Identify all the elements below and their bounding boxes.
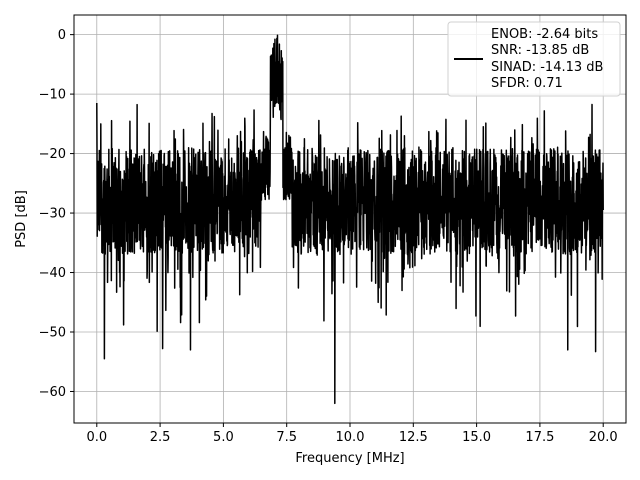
x-tick-label: 12.5 [399,430,428,445]
x-tick-label: 2.5 [150,430,171,445]
y-tick-label: −50 [39,326,66,341]
x-axis-ticks: 0.0 2.5 5.0 7.5 10.0 12.5 15.0 17.5 20.0 [86,423,618,445]
y-axis-label: PSD [dB] [14,190,29,248]
x-axis-label: Frequency [MHz] [295,451,404,466]
x-tick-label: 5.0 [213,430,234,445]
y-tick-label: −40 [39,266,66,281]
y-tick-label: 0 [58,28,66,43]
legend: ENOB: -2.64 bits SNR: -13.85 dB SINAD: -… [447,21,621,97]
x-tick-label: 7.5 [276,430,297,445]
y-axis-ticks: 0 −10 −20 −30 −40 −50 −60 [39,28,74,400]
legend-sinad: SINAD: -14.13 dB [491,60,603,75]
y-tick-label: −60 [39,385,66,400]
x-tick-label: 0.0 [86,430,107,445]
y-tick-label: −10 [39,88,66,103]
psd-series-line [96,34,604,405]
legend-enob: ENOB: -2.64 bits [491,27,598,42]
x-tick-label: 17.5 [525,430,554,445]
x-tick-label: 20.0 [589,430,618,445]
y-tick-label: −30 [39,207,66,222]
data-area [96,34,604,405]
legend-sfdr: SFDR: 0.71 [491,76,563,91]
legend-box [447,21,621,97]
legend-snr: SNR: -13.85 dB [491,43,589,58]
y-tick-label: −20 [39,147,66,162]
x-tick-label: 15.0 [462,430,491,445]
x-tick-label: 10.0 [336,430,365,445]
